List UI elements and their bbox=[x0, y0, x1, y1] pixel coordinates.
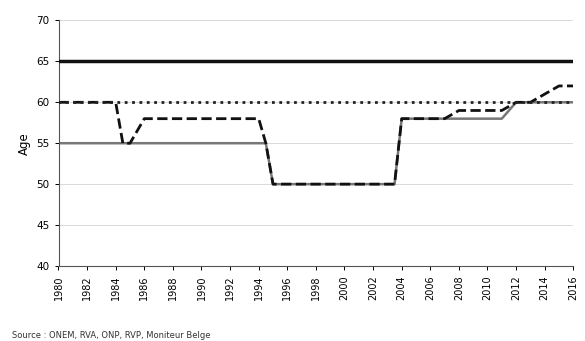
Y-axis label: Age: Age bbox=[18, 132, 30, 154]
Text: Source : ONEM, RVA, ONP, RVP, Moniteur Belge: Source : ONEM, RVA, ONP, RVP, Moniteur B… bbox=[12, 330, 210, 340]
